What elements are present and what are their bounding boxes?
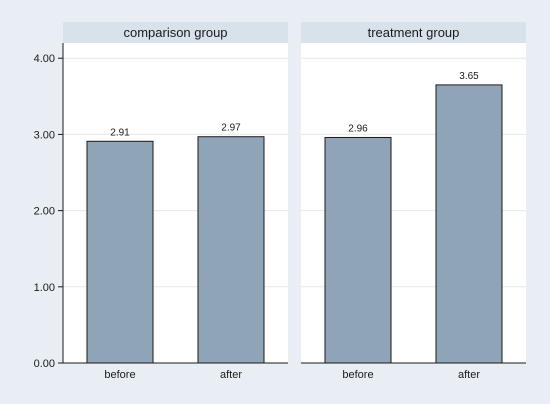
panel-treatment: treatment group 2.96 3.65 before after [301, 22, 526, 381]
panel-header [301, 22, 526, 43]
x-tick-label: after [458, 369, 480, 381]
value-labels: 2.96 3.65 [348, 71, 479, 135]
value-label: 3.65 [459, 71, 479, 82]
panel-title: treatment group [368, 25, 460, 40]
y-tick-label: 2.00 [34, 206, 55, 218]
x-tick-label: before [104, 369, 135, 381]
y-tick-label: 3.00 [34, 129, 55, 141]
x-tick-label: before [342, 369, 373, 381]
y-tick-label: 4.00 [34, 53, 55, 65]
y-tick-labels: 0.00 1.00 2.00 3.00 4.00 [34, 53, 55, 370]
bars [324, 84, 503, 364]
x-tick-label: after [220, 369, 242, 381]
y-tick-label: 0.00 [34, 358, 55, 370]
bar [324, 136, 392, 364]
value-label: 2.96 [348, 123, 368, 134]
y-tick-label: 1.00 [34, 282, 55, 294]
bar [197, 136, 265, 364]
panel-comparison: comparison group 2.91 2.97 before after [63, 22, 288, 381]
panel-title: comparison group [123, 25, 227, 40]
y-axis: 0.00 1.00 2.00 3.00 4.00 [34, 43, 64, 370]
x-tick-labels: before after [104, 369, 242, 381]
x-tick-labels: before after [342, 369, 480, 381]
bar [435, 84, 503, 364]
bar [86, 140, 154, 364]
value-labels: 2.91 2.97 [110, 123, 241, 139]
panel-header [63, 22, 288, 43]
y-ticks [58, 57, 63, 364]
bars [86, 136, 265, 364]
value-label: 2.91 [110, 127, 130, 138]
value-label: 2.97 [221, 123, 241, 134]
